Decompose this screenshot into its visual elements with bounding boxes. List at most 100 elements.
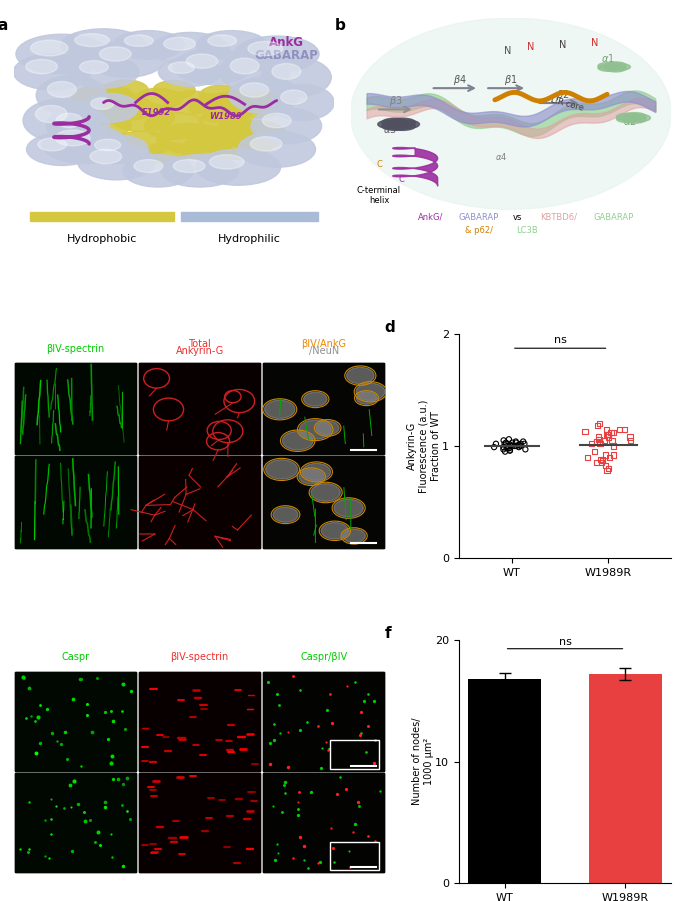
Ellipse shape (114, 132, 171, 157)
Point (511, 439, 522, 453)
Ellipse shape (174, 49, 251, 85)
Text: Hydrophobic: Hydrophobic (66, 234, 137, 244)
Point (601, 463, 612, 478)
Text: $\alpha$2: $\alpha$2 (623, 115, 637, 127)
Ellipse shape (113, 31, 184, 59)
Ellipse shape (378, 120, 403, 129)
Point (625, 430, 636, 444)
Text: d: d (384, 320, 395, 335)
Ellipse shape (343, 529, 365, 542)
Point (504, 443, 515, 458)
Ellipse shape (230, 59, 259, 74)
Point (594, 416, 605, 431)
Point (501, 439, 512, 453)
Ellipse shape (98, 96, 154, 121)
Ellipse shape (390, 122, 416, 131)
Ellipse shape (334, 499, 363, 517)
Ellipse shape (36, 76, 107, 115)
Ellipse shape (68, 56, 139, 88)
Ellipse shape (382, 118, 408, 127)
Text: C-terminal
helix: C-terminal helix (357, 186, 401, 205)
Ellipse shape (210, 155, 244, 169)
Point (502, 441, 513, 456)
Point (509, 439, 520, 453)
Ellipse shape (605, 65, 626, 72)
Ellipse shape (266, 460, 298, 479)
Ellipse shape (303, 392, 327, 406)
Bar (14, 27, 334, 207)
Text: vs: vs (512, 213, 522, 222)
Ellipse shape (394, 120, 419, 129)
Bar (139, 671, 260, 770)
Ellipse shape (157, 123, 224, 153)
Point (518, 434, 529, 449)
Bar (29, 213, 174, 222)
Ellipse shape (103, 80, 148, 100)
Ellipse shape (110, 103, 175, 132)
Text: C: C (376, 159, 382, 168)
Point (519, 437, 530, 451)
Ellipse shape (169, 62, 195, 73)
Text: ns: ns (553, 335, 566, 345)
Point (501, 441, 512, 456)
Point (597, 452, 608, 467)
Point (601, 428, 612, 442)
Ellipse shape (14, 54, 91, 90)
Point (595, 437, 606, 451)
Point (499, 437, 510, 451)
Point (498, 433, 509, 448)
Ellipse shape (598, 62, 619, 69)
Point (608, 425, 619, 440)
Bar (139, 671, 260, 770)
Text: Hydrophilic: Hydrophilic (218, 234, 281, 244)
Ellipse shape (299, 469, 323, 484)
Text: $\beta$3: $\beta$3 (389, 94, 403, 108)
Text: Ankyrin-G: Ankyrin-G (175, 346, 224, 356)
Point (513, 438, 524, 452)
Ellipse shape (390, 118, 416, 127)
Ellipse shape (71, 85, 136, 114)
Text: ns: ns (558, 638, 571, 648)
Ellipse shape (180, 138, 232, 161)
Text: $\beta$1: $\beta$1 (504, 73, 518, 86)
Point (499, 444, 510, 459)
Text: $\alpha$1: $\alpha$1 (601, 51, 614, 64)
Bar (589, 674, 662, 883)
Text: b: b (334, 18, 345, 33)
Y-axis label: Number of nodes/
1000 μm²: Number of nodes/ 1000 μm² (412, 718, 434, 805)
Point (608, 439, 619, 453)
Ellipse shape (31, 41, 68, 56)
Point (513, 438, 524, 452)
Ellipse shape (190, 93, 255, 123)
Ellipse shape (222, 121, 286, 150)
Ellipse shape (87, 41, 165, 77)
Bar (330, 741, 379, 769)
Ellipse shape (281, 90, 307, 105)
Text: AnkG/: AnkG/ (418, 213, 443, 222)
Bar (15, 456, 136, 548)
Text: a: a (0, 18, 8, 33)
Point (614, 422, 625, 436)
Point (488, 440, 499, 454)
Text: GABARAP: GABARAP (593, 213, 634, 222)
Ellipse shape (208, 35, 236, 47)
Ellipse shape (616, 114, 639, 121)
Ellipse shape (248, 41, 282, 56)
Ellipse shape (158, 58, 222, 86)
Ellipse shape (36, 105, 67, 123)
Ellipse shape (79, 60, 108, 74)
Ellipse shape (219, 86, 289, 118)
Point (490, 437, 501, 451)
Point (592, 434, 603, 449)
Ellipse shape (134, 159, 163, 172)
Ellipse shape (261, 58, 332, 97)
Ellipse shape (88, 116, 132, 135)
Ellipse shape (153, 80, 195, 99)
Ellipse shape (90, 150, 122, 164)
Text: C: C (399, 175, 405, 184)
Text: GABARAP: GABARAP (254, 49, 319, 61)
Bar (139, 773, 260, 872)
Text: LIR core: LIR core (549, 95, 584, 113)
Ellipse shape (229, 77, 299, 114)
Ellipse shape (356, 392, 377, 405)
